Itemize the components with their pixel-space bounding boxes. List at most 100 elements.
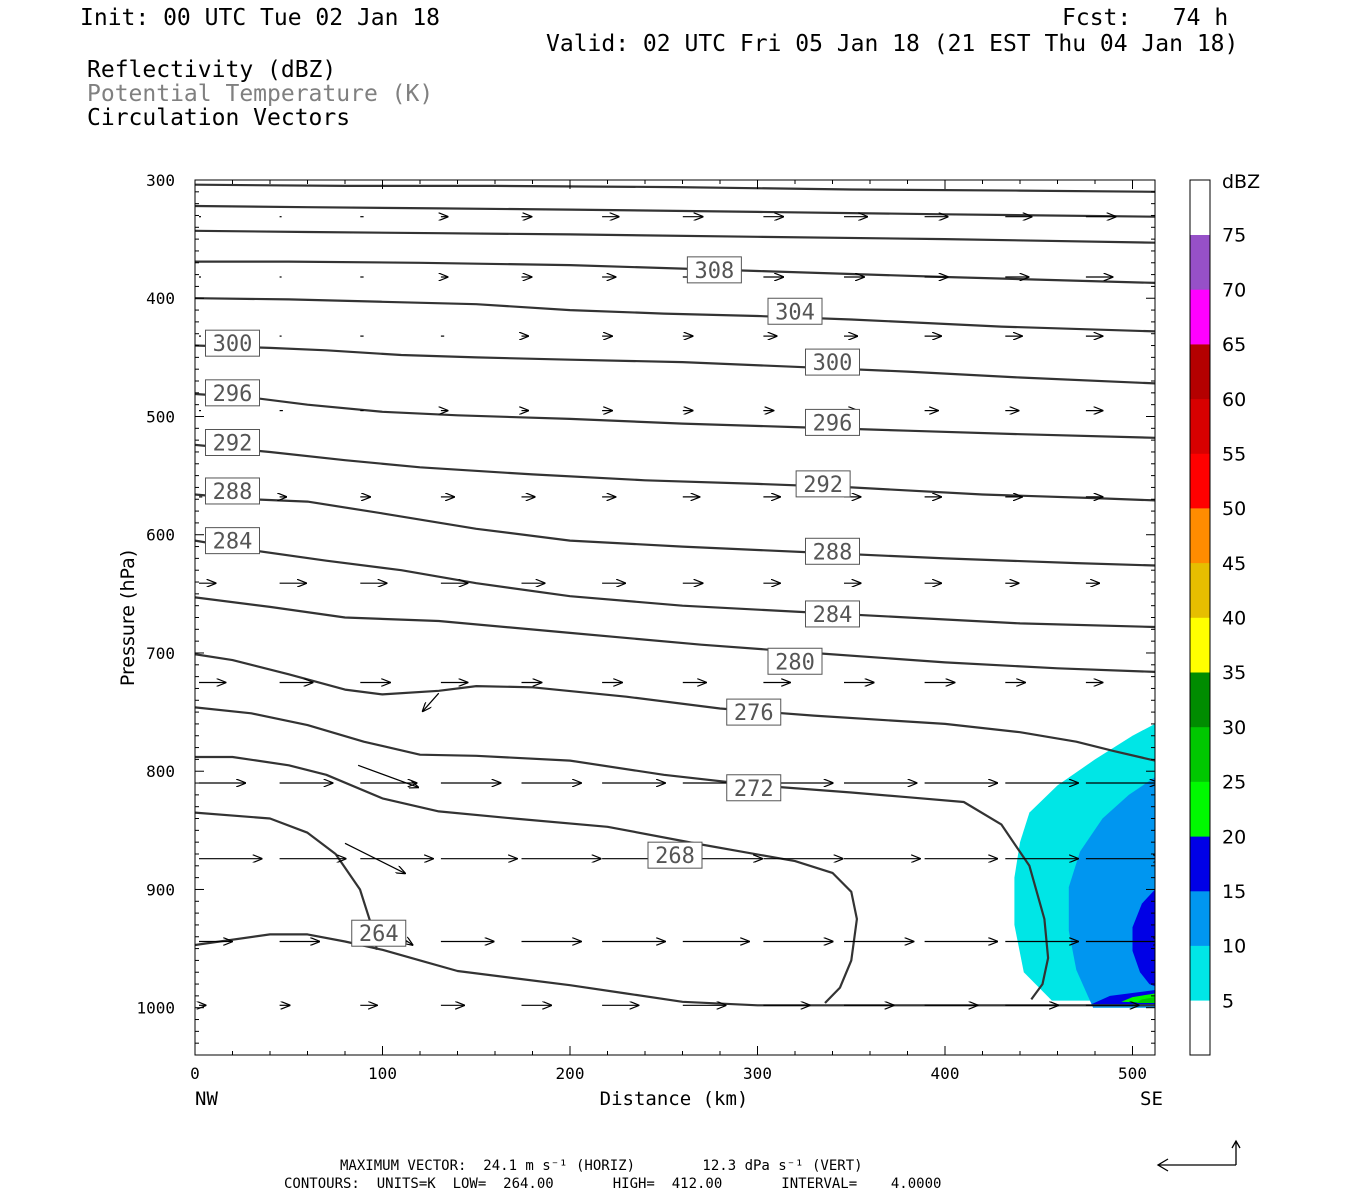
- theta-contour-280: [195, 596, 1155, 673]
- colorbar-swatch: [1190, 398, 1210, 454]
- x-tick-label: 500: [1118, 1064, 1147, 1083]
- y-tick-label: 1000: [136, 999, 175, 1018]
- theta-contour-308: [195, 260, 1155, 284]
- contour-label-box: [805, 348, 860, 376]
- colorbar-level-label: 75: [1222, 225, 1246, 247]
- contour-label-292: 292: [795, 470, 851, 498]
- theta-contour-292: [195, 443, 1155, 502]
- y-tick-label: 700: [146, 644, 175, 663]
- colorbar-swatch: [1190, 453, 1210, 509]
- colorbar-level-label: 35: [1222, 662, 1246, 684]
- colorbar-level-label: 65: [1222, 334, 1246, 356]
- colorbar-swatch: [1190, 289, 1210, 345]
- contour-label-text: 284: [213, 530, 253, 555]
- contour-label-box: [726, 774, 782, 802]
- y-tick-label: 500: [146, 407, 175, 426]
- contour-label-text: 276: [734, 701, 774, 726]
- contour-label-264: 264: [351, 919, 407, 947]
- contour-label-box: [767, 297, 823, 325]
- x-end-label-nw: NW: [195, 1088, 218, 1110]
- colorbar-level-label: 70: [1222, 279, 1246, 301]
- contour-label-288: 288: [205, 477, 260, 505]
- contour-label-304: 304: [767, 297, 823, 325]
- contour-label-280: 280: [767, 647, 823, 675]
- contour-label-292: 292: [205, 429, 260, 457]
- contour-label-300: 300: [805, 348, 860, 376]
- contour-label-text: 300: [813, 351, 853, 376]
- y-tick-label: 400: [146, 289, 175, 308]
- valid-time: Valid: 02 UTC Fri 05 Jan 18 (21 EST Thu …: [546, 31, 1239, 57]
- contours-note: CONTOURS: UNITS=K LOW= 264.00 HIGH= 412.…: [284, 1176, 942, 1192]
- field-reflectivity: Reflectivity (dBZ): [87, 57, 337, 83]
- contour-label-box: [805, 408, 860, 436]
- x-tick-label: 300: [743, 1064, 772, 1083]
- theta-contour-0: [195, 183, 1155, 193]
- colorbar-swatch: [1190, 344, 1210, 400]
- colorbar-level-label: 5: [1222, 990, 1234, 1012]
- colorbar-level-label: 20: [1222, 826, 1246, 848]
- contour-label-text: 292: [213, 432, 253, 457]
- theta-contour-300: [195, 344, 1155, 385]
- colorbar-level-label: 25: [1222, 772, 1246, 794]
- contour-label-272: 272: [726, 774, 782, 802]
- contour-label-284: 284: [205, 527, 260, 555]
- circulation-vector: [423, 692, 440, 711]
- contour-label-284: 284: [805, 600, 860, 628]
- contour-label-box: [647, 841, 703, 869]
- y-tick-label: 600: [146, 526, 175, 545]
- init-time: Init: 00 UTC Tue 02 Jan 18: [80, 5, 441, 31]
- colorbar-swatch: [1190, 836, 1210, 892]
- contour-label-box: [805, 600, 860, 628]
- contour-label-text: 280: [775, 650, 815, 675]
- contour-label-text: 296: [813, 411, 853, 436]
- colorbar-level-label: 40: [1222, 608, 1246, 630]
- contour-label-text: 296: [213, 382, 253, 407]
- contour-label-276: 276: [726, 698, 782, 726]
- reflectivity-region-25dbz: [1136, 997, 1155, 1003]
- theta-contour-272: [195, 706, 1050, 1001]
- theta-contour-268: [195, 755, 859, 1004]
- contour-label-box: [686, 256, 742, 284]
- y-axis-label: Pressure (hPa): [117, 550, 139, 686]
- circulation-vector: [344, 842, 405, 873]
- forecast-hour: Fcst: 74 h: [1062, 5, 1229, 31]
- contour-label-text: 268: [655, 844, 695, 869]
- x-tick-label: 0: [190, 1064, 200, 1083]
- contour-label-300: 300: [205, 329, 260, 357]
- theta-contour-14: [195, 811, 378, 951]
- contour-label-box: [205, 329, 260, 357]
- theta-contour-288: [195, 493, 1155, 567]
- colorbar-swatch: [1190, 890, 1210, 946]
- contour-label-text: 300: [213, 332, 253, 357]
- contour-label-text: 304: [775, 300, 815, 325]
- contour-label-text: 264: [359, 922, 399, 947]
- reflectivity-region-15dbz: [1132, 889, 1155, 987]
- theta-contour-304: [195, 297, 1155, 333]
- theta-contour-1: [195, 204, 1155, 218]
- colorbar-level-label: 55: [1222, 443, 1246, 465]
- contour-label-box: [205, 527, 260, 555]
- reflectivity-colorbar: 5 10 15 20 25 30 35 40 45 50 55 60 65 70 75: [1189, 179, 1246, 1056]
- contour-label-268: 268: [647, 841, 703, 869]
- colorbar-level-label: 45: [1222, 553, 1246, 575]
- x-tick-label: 200: [556, 1064, 585, 1083]
- contour-label-box: [205, 429, 260, 456]
- colorbar-swatch: [1190, 1000, 1210, 1056]
- reference-vector-icon: [1156, 1139, 1241, 1172]
- y-tick-label: 300: [146, 171, 175, 190]
- x-tick-label: 100: [368, 1064, 397, 1083]
- colorbar-level-label: 10: [1222, 936, 1246, 958]
- contour-label-box: [767, 647, 823, 675]
- contour-label-296: 296: [805, 408, 860, 436]
- contour-label-text: 288: [813, 540, 853, 565]
- colorbar-swatch: [1190, 180, 1210, 235]
- colorbar-level-label: 50: [1222, 498, 1246, 520]
- colorbar-swatch: [1190, 562, 1210, 618]
- y-tick-label: 900: [146, 880, 175, 899]
- x-tick-label: 400: [931, 1064, 960, 1083]
- contour-label-308: 308: [686, 256, 742, 284]
- contour-label-box: [351, 919, 407, 947]
- theta-contour-264: [195, 933, 1155, 1007]
- contour-label-text: 308: [695, 259, 735, 284]
- contour-label-box: [726, 698, 782, 726]
